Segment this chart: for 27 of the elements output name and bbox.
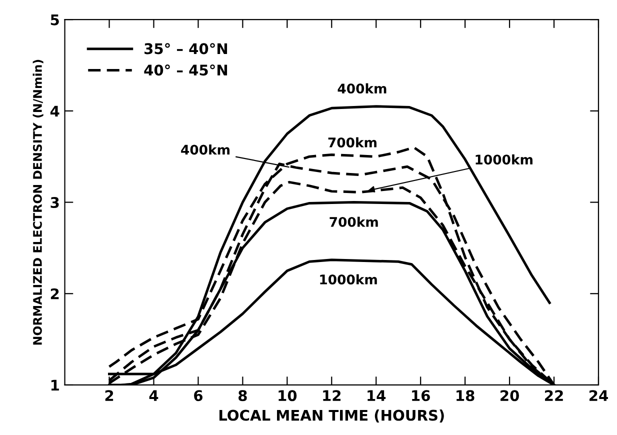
y-tick-label: 5 xyxy=(50,14,59,26)
y-tick-label: 1 xyxy=(51,380,59,391)
x-tick-label: 12 xyxy=(323,390,341,401)
y-axis-title: NORMALIZED ELECTRON DENSITY (N/Nmin) xyxy=(32,60,44,345)
annotation: 1000km xyxy=(320,274,377,284)
y-tick-label: 2 xyxy=(50,288,59,300)
x-tick-label: 20 xyxy=(500,390,519,402)
x-tick-label: 4 xyxy=(149,390,158,401)
y-tick-label: 4 xyxy=(50,106,60,116)
x-tick-label: 16 xyxy=(412,390,430,402)
x-axis-title: LOCAL MEAN TIME (HOURS) xyxy=(219,410,444,423)
annotation: 700km xyxy=(330,216,378,227)
x-tick-label: 8 xyxy=(238,390,247,402)
annotation: 400km xyxy=(338,83,386,94)
x-tick-label: 18 xyxy=(456,390,474,402)
x-tick-label: 2 xyxy=(105,390,114,401)
legend-label: 35° – 40°N xyxy=(144,43,228,54)
legend-label: 40° – 45°N xyxy=(144,64,228,76)
x-tick-label: 6 xyxy=(194,390,202,402)
y-tick-label: 3 xyxy=(50,196,59,208)
x-tick-label: 24 xyxy=(589,390,608,401)
annotation: 400km xyxy=(181,144,230,155)
annotation: 700km xyxy=(328,137,376,148)
x-tick-label: 14 xyxy=(368,390,386,401)
x-tick-label: 22 xyxy=(545,390,563,401)
annotation: 1000km xyxy=(476,154,532,165)
x-tick-label: 10 xyxy=(278,390,297,402)
